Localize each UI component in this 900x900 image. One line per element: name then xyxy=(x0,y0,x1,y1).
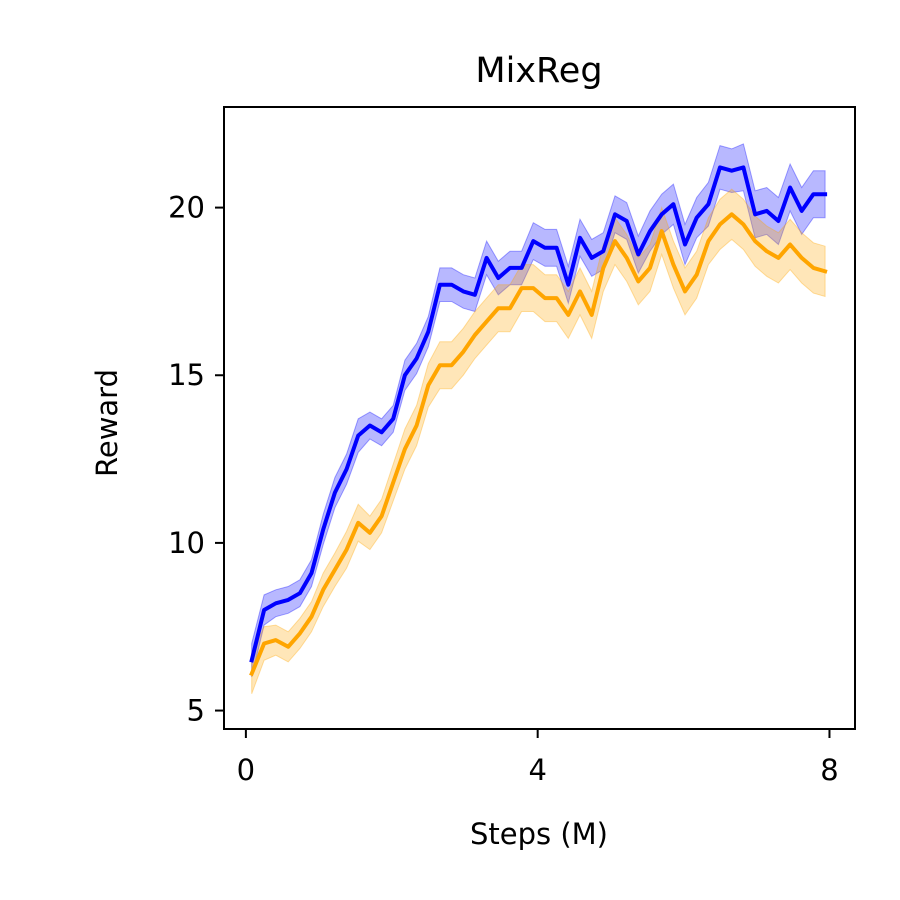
y-tick-label: 10 xyxy=(168,526,205,560)
chart-title: MixReg xyxy=(475,51,602,91)
series-1-line xyxy=(249,212,828,677)
plot-area xyxy=(249,143,828,694)
x-tick-label: 4 xyxy=(528,753,546,787)
axes-frame xyxy=(223,106,856,730)
series-0-confidence-band xyxy=(251,143,826,678)
y-axis-label: Reward xyxy=(90,369,124,477)
x-tick-label: 0 xyxy=(237,753,255,787)
x-tick-label: 8 xyxy=(820,753,838,787)
y-tick-label: 15 xyxy=(168,358,205,392)
y-tick-label: 5 xyxy=(187,694,205,728)
x-axis-label: Steps (M) xyxy=(470,817,608,851)
y-tick-label: 20 xyxy=(168,191,205,225)
axes: 0 4 8 5 10 15 20 xyxy=(168,106,856,787)
series-0-line xyxy=(249,165,828,663)
